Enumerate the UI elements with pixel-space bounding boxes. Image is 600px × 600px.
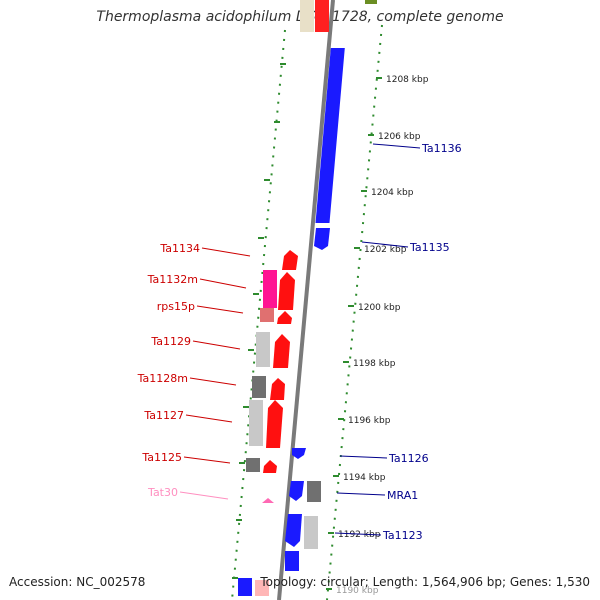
leader-line [189,377,237,386]
leader-line [179,491,229,500]
gene-arrow [266,400,283,448]
map-title: Thermoplasma acidophilum DSM 1728, compl… [96,9,504,25]
gene-label-right: Ta1123 [382,529,423,542]
leader-line [183,456,231,464]
gene-label-right: Ta1136 [421,142,462,155]
gene-arrow [314,228,330,250]
gene-arrow [289,481,304,501]
scale-labels: 1208 kbp 1206 kbp 1204 kbp 1202 kbp 1200 kbp… [326,75,429,596]
genome-summary: Topology: circular; Length: 1,564,906 bp… [260,575,590,589]
accession-label: Accession: NC_002578 [9,575,146,589]
gene-arrow [282,250,298,270]
gene-label-left: Ta1129 [150,335,191,348]
gene-arrow [285,514,302,547]
gene-block [285,551,299,571]
scale-label: 1194 kbp [343,473,386,483]
gene-block [263,270,277,308]
gene-block [300,0,314,32]
gene-block [255,580,269,596]
gene-label-right: Ta1135 [409,241,450,254]
leader-line [199,278,247,289]
outer-boundary-right [326,24,383,600]
gene-label-left: rps15p [157,300,195,313]
gene-block [256,332,270,367]
gene-block [304,516,318,549]
outer-boundary-left [231,29,286,600]
scale-label: 1204 kbp [371,188,414,198]
gene-arrow [270,378,285,400]
scale-label: 1196 kbp [348,416,391,426]
gene-block [315,48,345,223]
leader-line [196,305,244,314]
gene-arrow [277,311,292,324]
gene-block [307,481,321,502]
rna-gene-arrow [262,498,274,503]
gene-label-left: Ta1128m [137,372,188,385]
gene-label-left: Ta1125 [141,451,182,464]
left-scale-ticks [232,63,286,579]
gene-label-left: Tat30 [147,486,178,499]
gene-arrow [273,334,290,368]
scale-label: 1208 kbp [386,75,429,85]
leader-line [372,143,421,149]
leader-line [201,247,251,257]
gene-block [365,0,377,4]
genome-backbone [277,0,335,600]
gene-arrow [263,460,277,473]
leader-line [336,492,386,496]
scale-label: 1206 kbp [378,132,421,142]
gene-block [315,0,329,32]
scale-label: 1200 kbp [358,303,401,313]
gene-block [246,458,260,472]
gene-label-right: Ta1126 [388,452,429,465]
gene-arrow [292,448,306,459]
gene-label-left: Ta1134 [159,242,200,255]
leader-line [339,455,388,459]
gene-labels: Ta1134 Ta1132m rps15p Ta1129 Ta1128m Ta1127 Ta… [137,142,462,542]
gene-block [249,400,263,446]
leader-line [185,414,233,423]
gene-arrow [278,272,295,310]
gene-block [238,578,252,596]
gene-label-right: MRA1 [387,489,418,502]
leader-line [192,340,241,350]
scale-label: 1192 kbp [338,530,381,540]
gene-block [252,376,266,398]
leader-line [361,241,409,248]
scale-label: 1198 kbp [353,359,396,369]
scale-label: 1202 kbp [364,245,407,255]
gene-label-left: Ta1132m [147,273,198,286]
gene-label-left: Ta1127 [143,409,184,422]
gene-block [260,308,274,322]
scale-label: 1190 kbp [336,586,379,596]
leader-line [334,532,382,536]
